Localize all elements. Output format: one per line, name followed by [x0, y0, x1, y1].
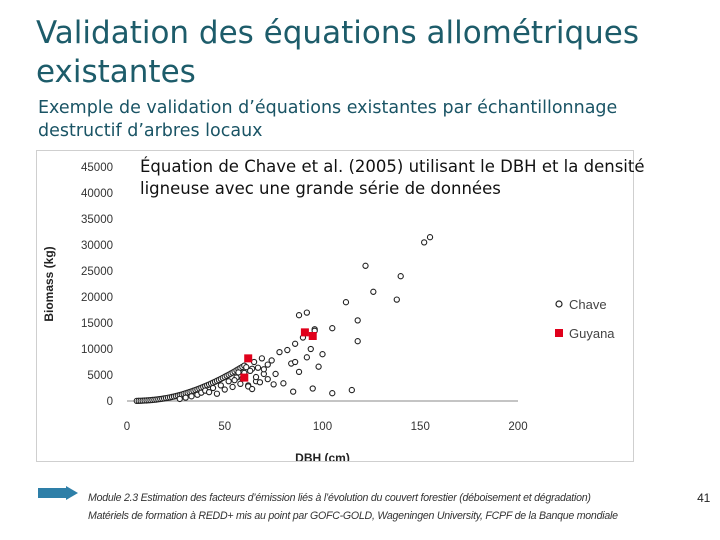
chave-point [270, 381, 277, 388]
y-tick-label: 5000 [87, 370, 113, 382]
y-axis-label: Biomass (kg) [42, 246, 56, 321]
y-tick-label: 10000 [81, 344, 113, 356]
footer-arrow-icon [38, 486, 78, 500]
y-tick-label: 30000 [81, 240, 113, 252]
chave-point [264, 376, 271, 383]
chave-point [370, 288, 377, 295]
chave-point [252, 373, 260, 381]
chave-point [209, 384, 217, 392]
chave-point [272, 370, 279, 378]
chave-point [295, 368, 303, 376]
chave-point [315, 363, 322, 370]
legend-chave-marker [555, 300, 563, 308]
chave-point [303, 309, 311, 316]
chave-point [393, 296, 400, 303]
x-tick-label: 0 [124, 421, 130, 433]
y-tick-label: 0 [107, 396, 113, 408]
chart-caption: Équation de Chave et al. (2005) utilisan… [140, 157, 645, 198]
x-tick-label: 150 [411, 421, 430, 433]
chave-point [243, 364, 250, 371]
x-tick-label: 50 [218, 421, 231, 433]
y-tick-label: 20000 [81, 292, 113, 304]
chave-point [205, 389, 213, 396]
chave-point [248, 385, 256, 393]
chave-point [260, 366, 267, 373]
legend-chave-label: Chave [569, 297, 607, 312]
chave-point [250, 358, 258, 366]
chave-point [217, 382, 224, 389]
chave-point [258, 355, 266, 362]
chave-point [213, 390, 221, 397]
slide-subtitle: Exemple de validation d’équations exista… [38, 98, 618, 141]
chave-point [354, 317, 361, 324]
chave-point [362, 262, 369, 269]
chave-point [229, 383, 236, 391]
chave-point [264, 361, 271, 368]
chave-point [291, 358, 299, 366]
chave-point [421, 239, 428, 246]
slide-title: Validation des équations allométriques e… [36, 15, 639, 90]
y-tick-label: 15000 [81, 318, 113, 330]
chave-point [307, 345, 314, 353]
chave-point [303, 354, 311, 361]
chave-point [426, 234, 434, 241]
y-tick-label: 35000 [81, 214, 113, 226]
footer-module-text: Module 2.3 Estimation des facteurs d’émi… [88, 492, 591, 504]
chave-point [235, 369, 242, 376]
chave-point [329, 390, 336, 397]
chave-point [188, 393, 195, 400]
footer: Module 2.3 Estimation des facteurs d’émi… [88, 489, 710, 525]
chave-point [182, 394, 189, 401]
y-tick-label: 40000 [81, 188, 113, 200]
chave-point [176, 395, 183, 403]
legend-guyana-label: Guyana [569, 326, 615, 341]
footer-credits-text: Matériels de formation à REDD+ mis au po… [88, 510, 618, 522]
legend-guyana-marker [555, 329, 563, 337]
chave-point [231, 377, 238, 384]
chave-point [354, 338, 361, 345]
chave-point [237, 380, 244, 387]
chave-point [284, 346, 291, 354]
chave-point [397, 273, 404, 280]
chave-point [280, 380, 287, 387]
chave-point [268, 357, 275, 364]
chave-point [295, 312, 303, 319]
chave-point [254, 364, 262, 371]
chave-point [309, 385, 316, 392]
chave-point [276, 348, 283, 356]
scatter-chart: 0 5000 10000 15000 20000 25000 30000 35000 40000… [36, 150, 634, 462]
chave-point [290, 388, 297, 395]
x-axis-label: DBH (cm) [295, 451, 350, 461]
chave-point [225, 378, 232, 385]
chave-point [342, 299, 350, 306]
x-tick-label: 100 [313, 421, 332, 433]
x-tick-label: 200 [508, 421, 527, 433]
chart-svg: 0 5000 10000 15000 20000 25000 30000 35000 40000… [42, 162, 615, 461]
y-tick-label: 45000 [81, 162, 113, 174]
y-tick-label: 25000 [81, 266, 113, 278]
guyana-point [240, 373, 249, 382]
chave-point [291, 340, 299, 347]
page-number: 41 [697, 491, 710, 505]
chave-point [348, 386, 355, 394]
guyana-point [300, 328, 309, 337]
chave-point [329, 325, 336, 332]
chave-point [256, 379, 264, 386]
chave-point [221, 386, 228, 393]
chave-point [319, 351, 326, 358]
guyana-point [244, 354, 253, 363]
chave-point [247, 367, 254, 374]
guyana-point [308, 332, 317, 340]
